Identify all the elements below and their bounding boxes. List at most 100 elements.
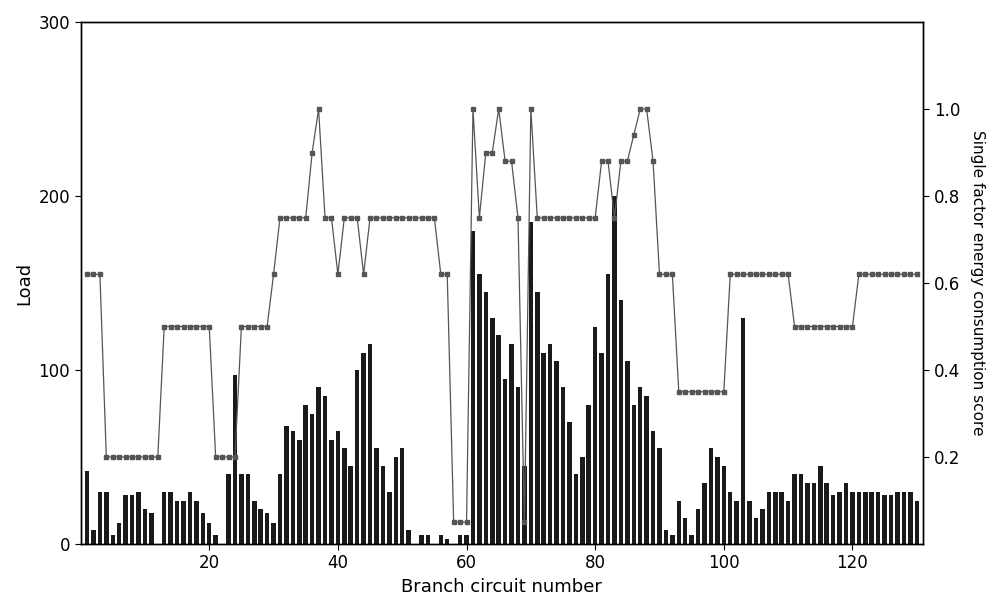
Bar [123, 496, 128, 544]
Bar [844, 483, 848, 544]
Bar [201, 513, 205, 544]
Bar [541, 353, 546, 544]
Bar [406, 530, 411, 544]
Bar [207, 523, 211, 544]
Bar [734, 500, 739, 544]
Bar [400, 448, 404, 544]
Bar [117, 523, 121, 544]
Bar [496, 335, 501, 544]
Bar [599, 353, 604, 544]
Bar [824, 483, 829, 544]
Bar [792, 474, 797, 544]
Bar [516, 387, 520, 544]
Bar [619, 301, 623, 544]
Bar [850, 492, 855, 544]
Bar [143, 509, 147, 544]
Bar [882, 496, 887, 544]
Bar [387, 492, 392, 544]
Bar [271, 523, 276, 544]
Bar [657, 448, 662, 544]
Bar [760, 509, 765, 544]
Bar [484, 291, 488, 544]
Bar [915, 500, 919, 544]
Bar [754, 518, 758, 544]
Bar [284, 426, 289, 544]
Bar [368, 344, 372, 544]
Bar [586, 405, 591, 544]
Bar [889, 496, 893, 544]
Bar [458, 535, 462, 544]
Bar [554, 361, 559, 544]
Bar [638, 387, 642, 544]
Bar [336, 431, 340, 544]
Bar [818, 466, 823, 544]
Bar [664, 530, 668, 544]
Bar [439, 535, 443, 544]
Bar [644, 396, 649, 544]
Bar [683, 518, 687, 544]
Bar [381, 466, 385, 544]
Bar [477, 274, 482, 544]
Bar [162, 492, 166, 544]
Bar [612, 196, 617, 544]
Bar [104, 492, 109, 544]
Bar [548, 344, 552, 544]
Bar [303, 405, 308, 544]
Bar [786, 500, 790, 544]
Bar [355, 370, 359, 544]
Bar [265, 513, 269, 544]
Bar [702, 483, 707, 544]
Bar [709, 448, 713, 544]
Bar [85, 471, 89, 544]
Bar [136, 492, 141, 544]
Bar [509, 344, 514, 544]
Bar [316, 387, 321, 544]
Bar [593, 326, 597, 544]
Bar [188, 492, 192, 544]
Bar [348, 466, 353, 544]
Bar [361, 353, 366, 544]
Bar [728, 492, 732, 544]
Bar [722, 466, 726, 544]
Bar [632, 405, 636, 544]
Bar [535, 291, 540, 544]
X-axis label: Branch circuit number: Branch circuit number [401, 578, 602, 596]
Bar [246, 474, 250, 544]
Bar [490, 318, 495, 544]
Bar [213, 535, 218, 544]
Bar [767, 492, 771, 544]
Bar [464, 535, 469, 544]
Bar [291, 431, 295, 544]
Bar [175, 500, 179, 544]
Bar [471, 231, 475, 544]
Bar [329, 440, 334, 544]
Bar [625, 361, 630, 544]
Bar [426, 535, 430, 544]
Bar [130, 496, 134, 544]
Bar [799, 474, 803, 544]
Bar [233, 375, 237, 544]
Bar [252, 500, 257, 544]
Bar [194, 500, 199, 544]
Bar [567, 422, 572, 544]
Bar [715, 457, 720, 544]
Bar [239, 474, 244, 544]
Y-axis label: Load: Load [15, 262, 33, 304]
Bar [696, 509, 700, 544]
Bar [689, 535, 694, 544]
Bar [773, 492, 778, 544]
Y-axis label: Single factor energy consumption score: Single factor energy consumption score [970, 130, 985, 436]
Bar [606, 274, 610, 544]
Bar [651, 431, 655, 544]
Bar [445, 539, 449, 544]
Bar [278, 474, 282, 544]
Bar [863, 492, 868, 544]
Bar [857, 492, 861, 544]
Bar [394, 457, 398, 544]
Bar [503, 379, 507, 544]
Bar [310, 414, 314, 544]
Bar [419, 535, 424, 544]
Bar [902, 492, 906, 544]
Bar [91, 530, 96, 544]
Bar [98, 492, 102, 544]
